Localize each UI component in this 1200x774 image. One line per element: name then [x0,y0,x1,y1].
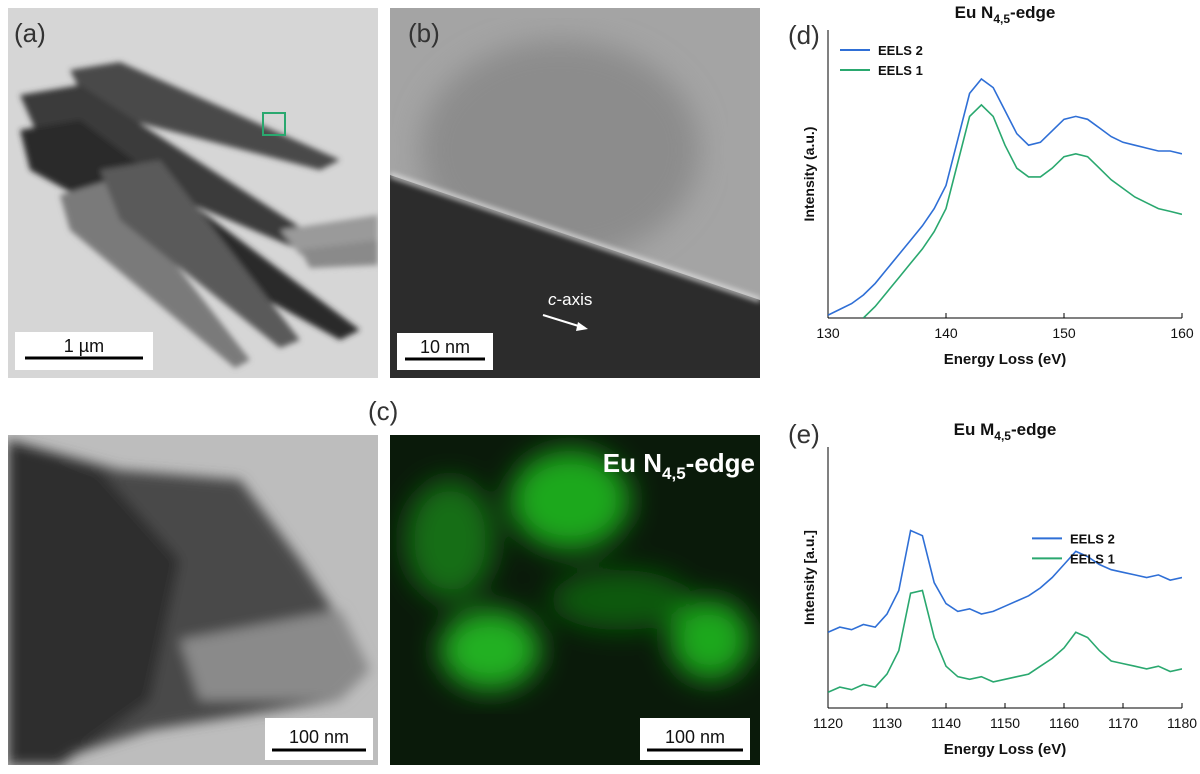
series-line [863,105,1182,318]
chart-title: 4,5 [993,12,1010,26]
scale-bar-label: 100 nm [289,727,349,747]
x-tick-label: 130 [816,325,840,341]
panel-label: (d) [788,20,820,50]
scale-bar-label: 1 µm [64,336,104,356]
panel-label: (a) [14,18,46,48]
legend-label: EELS 2 [1070,531,1115,546]
x-tick-label: 1180 [1167,715,1197,731]
series-line [828,79,1182,315]
map-title: -edge [686,448,755,478]
x-tick-label: 1140 [931,715,961,731]
eels-map: Eu N4,5-edge [390,435,760,765]
scale-bar-label: 10 nm [420,337,470,357]
legend-label: EELS 1 [1070,551,1115,566]
map-title: 4,5 [662,464,686,483]
x-tick-label: 1160 [1049,715,1079,731]
figure: c-axis Eu N4,5-edge 1 µm 10 nm 100 nm 10… [0,0,1200,769]
x-tick-label: 1150 [990,715,1020,731]
chart-title: Eu M [954,420,995,439]
scale-bar-label: 100 nm [665,727,725,747]
hrtem-image-b: c-axis [390,8,760,378]
x-tick-label: 150 [1052,325,1076,341]
chart-title: Eu N4,5-edge [955,3,1056,26]
svg-text:c-axis: c-axis [548,290,592,309]
panel-label: (b) [408,18,440,48]
x-tick-label: 1170 [1108,715,1138,731]
x-tick-label: 140 [934,325,958,341]
chart-title: Eu N [955,3,994,22]
y-axis-label: Intensity (a.u.) [801,127,817,222]
x-axis-label: Energy Loss (eV) [944,351,1067,368]
panel-label: (e) [788,419,820,449]
tem-image-a [8,8,378,378]
chart-title: Eu M4,5-edge [954,420,1057,443]
panel-label: (c) [368,396,398,426]
legend-label: EELS 2 [878,43,923,58]
tem-image [8,435,378,765]
x-tick-label: 1130 [872,715,902,731]
series-line [828,531,1182,633]
y-axis-label: Intensity [a.u.] [801,530,817,625]
x-tick-label: 160 [1170,325,1194,341]
chart-title: -edge [1011,420,1056,439]
x-tick-label: 1120 [813,715,843,731]
annotation: -axis [557,290,593,309]
x-axis-label: Energy Loss (eV) [944,741,1067,758]
chart-title: 4,5 [994,429,1011,443]
map-title: Eu N [603,448,662,478]
legend-label: EELS 1 [878,63,923,78]
chart-title: -edge [1010,3,1055,22]
